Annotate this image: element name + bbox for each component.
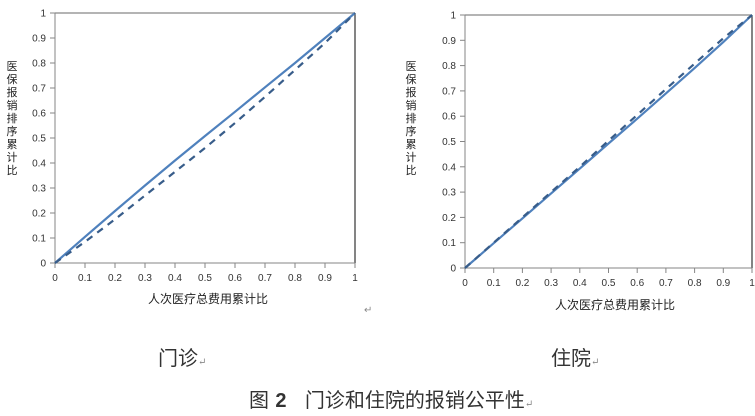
dashed-curve [464, 14, 753, 269]
solid-curve [464, 14, 753, 269]
y-tick-label: 1 [450, 11, 456, 22]
x-tick-label: 0.4 [168, 273, 182, 284]
chart-inpatient-plot: 0 0.1 0.2 0.3 0.4 0.5 0.6 0.7 0.8 0.9 1 0 0.1 0.2 0.3 0… [442, 11, 755, 290]
x-tick-label: 0.8 [288, 273, 302, 284]
figure-caption: 图 2 门诊和住院的报销公平性↵ [249, 384, 533, 413]
caption-outpatient-text: 门诊 [158, 346, 198, 370]
x-tick-label: 0.1 [78, 273, 92, 284]
chart-outpatient-plot: 0 0.1 0.2 0.3 0.4 0.5 0.6 0.7 0.8 0.9 1 0 0.1 0.2 0.3 0… [32, 9, 358, 285]
x-tick-label: 0 [52, 273, 58, 284]
x-tick-label: 0 [462, 278, 468, 289]
x-tick-label: 0.7 [659, 278, 673, 289]
x-tick-label: 1 [352, 273, 358, 284]
y-tick-label: 0.3 [32, 184, 46, 195]
y-tick-label: 0.9 [442, 36, 456, 47]
y-tick-label: 0.7 [32, 84, 46, 95]
paragraph-mark: ↵ [198, 357, 207, 368]
y-tick-label: 0.2 [32, 209, 46, 220]
y-tick-label: 0.7 [442, 86, 456, 97]
caption-outpatient: 门诊↵ [158, 342, 206, 371]
x-tick-label: 0.8 [688, 278, 702, 289]
y-tick-label: 0.8 [442, 61, 456, 72]
chart-inpatient: 0 0.1 0.2 0.3 0.4 0.5 0.6 0.7 0.8 0.9 1 0 0.1 0.2 0.3 0… [395, 0, 755, 320]
y-tick-label: 0.5 [442, 137, 456, 148]
figure-label: 图 [249, 388, 269, 412]
x-tick-label: 0.5 [198, 273, 212, 284]
x-tick-label: 0.2 [515, 278, 529, 289]
x-tick-label: 0.1 [487, 278, 501, 289]
y-tick-label: 0.9 [32, 34, 46, 45]
solid-curve [54, 12, 356, 264]
y-tick-label: 0.4 [32, 159, 46, 170]
figure-number: 2 [275, 390, 287, 412]
y-tick-label: 0 [40, 259, 46, 270]
y-tick-label: 0.1 [32, 234, 46, 245]
paragraph-mark: ↵ [591, 357, 600, 368]
x-tick-label: 0.5 [602, 278, 616, 289]
x-tick-label: 0.3 [544, 278, 558, 289]
y-tick-label: 0.6 [32, 109, 46, 120]
y-tick-label: 0.4 [442, 162, 456, 173]
x-axis-label: 人次医疗总费用累计比 [555, 298, 676, 312]
x-tick-label: 0.3 [138, 273, 152, 284]
y-tick-label: 0.8 [32, 59, 46, 70]
x-axis-label: 人次医疗总费用累计比 [148, 292, 269, 306]
x-tick-label: 0.6 [228, 273, 242, 284]
x-tick-label: 0.2 [108, 273, 122, 284]
y-tick-label: 0.2 [442, 213, 456, 224]
y-tick-label: 0.3 [442, 188, 456, 199]
y-tick-label: 0.6 [442, 112, 456, 123]
y-axis-label: 医保报销排序累计比 [405, 60, 417, 177]
y-tick-label: 0.1 [442, 238, 456, 249]
x-tick-label: 0.6 [630, 278, 644, 289]
y-tick-label: 0.5 [32, 134, 46, 145]
paragraph-mark: ↵ [364, 305, 373, 316]
x-tick-label: 0.7 [258, 273, 272, 284]
figure-title: 门诊和住院的报销公平性 [304, 388, 525, 412]
x-tick-label: 0.9 [318, 273, 332, 284]
x-tick-label: 1 [749, 278, 755, 289]
paragraph-mark: ↵ [524, 399, 534, 410]
x-tick-label: 0.9 [716, 278, 730, 289]
y-tick-label: 1 [40, 9, 46, 20]
chart-outpatient: 0 0.1 0.2 0.3 0.4 0.5 0.6 0.7 0.8 0.9 1 0 0.1 0.2 0.3 0… [0, 0, 375, 320]
x-tick-label: 0.4 [573, 278, 587, 289]
y-axis-label: 医保报销排序累计比 [6, 60, 18, 177]
caption-inpatient-text: 住院 [551, 346, 591, 370]
y-tick-label: 0 [450, 264, 456, 275]
caption-inpatient: 住院↵ [551, 342, 599, 371]
